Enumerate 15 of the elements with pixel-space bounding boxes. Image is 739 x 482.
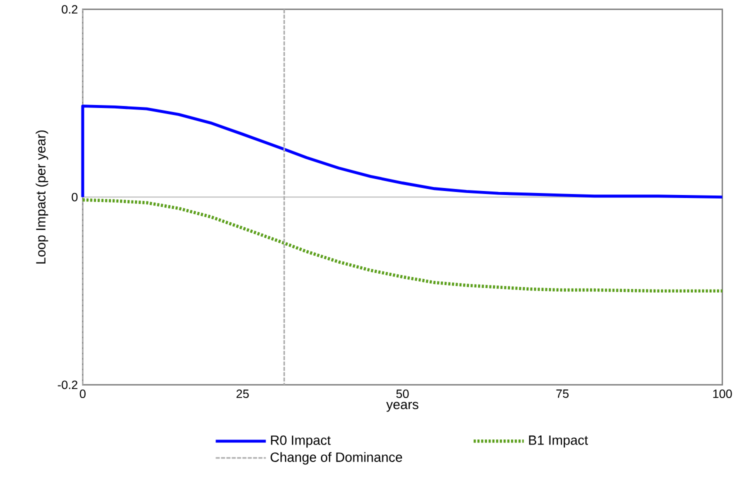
y-tick-label: 0 (72, 193, 78, 202)
x-tick-label: 75 (556, 390, 569, 398)
y-tick-label: 0.2 (62, 5, 78, 14)
y-axis-title: Loop Impact (per year) (36, 130, 48, 264)
y-tick-label: -0.2 (58, 380, 78, 390)
x-tick-label: 25 (236, 390, 249, 398)
x-tick-label: 100 (713, 390, 732, 398)
legend-label: Change of Dominance (270, 452, 402, 465)
x-axis-title: years (386, 402, 418, 412)
legend-label: B1 Impact (529, 436, 588, 448)
legend-label: R0 Impact (271, 436, 331, 448)
x-tick-label: 50 (396, 390, 409, 398)
x-tick-label: 0 (80, 390, 86, 398)
line-series (81, 104, 724, 199)
line-series (81, 198, 724, 293)
